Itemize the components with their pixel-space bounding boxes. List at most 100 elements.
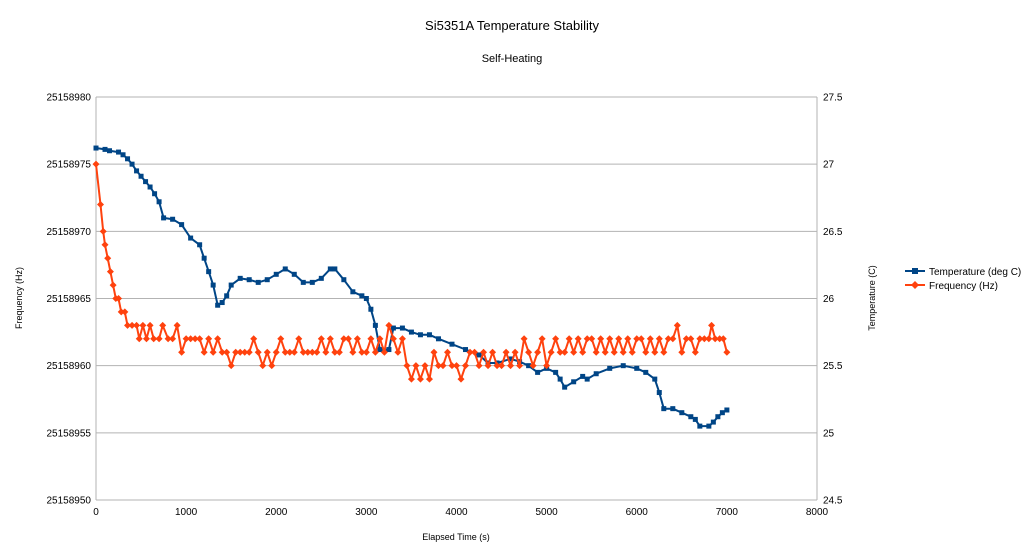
data-point-frequency <box>516 362 524 370</box>
data-point-frequency <box>178 348 186 356</box>
y-tick-label: 25158975 <box>47 160 92 171</box>
y2-tick-labels: 24.5 25 25.5 26 26.5 27 27.5 <box>823 93 843 507</box>
data-point-temperature <box>300 279 306 285</box>
y2-tick-label: 25.5 <box>823 361 843 372</box>
data-point-frequency <box>525 348 533 356</box>
data-point-frequency <box>669 335 677 343</box>
data-point-frequency <box>705 335 713 343</box>
data-point-temperature <box>526 363 532 369</box>
data-point-frequency <box>466 348 474 356</box>
data-point-frequency <box>205 335 213 343</box>
data-point-frequency <box>115 295 123 302</box>
data-point-frequency <box>121 308 129 316</box>
data-point-temperature <box>332 266 338 272</box>
legend-item-temperature[interactable]: Temperature (deg C) <box>905 267 1021 278</box>
data-point-frequency <box>475 362 483 370</box>
data-point-temperature <box>327 266 333 272</box>
data-point-frequency <box>610 348 618 356</box>
data-point-temperature <box>399 325 405 331</box>
data-point-frequency <box>443 348 451 356</box>
data-point-frequency <box>101 241 109 249</box>
data-point-temperature <box>129 161 135 167</box>
chart-subtitle: Self-Heating <box>482 53 543 65</box>
data-point-frequency <box>570 348 578 356</box>
x-tick-label: 7000 <box>716 507 739 518</box>
data-point-temperature <box>620 363 626 369</box>
data-point-frequency <box>412 362 420 370</box>
data-point-temperature <box>607 365 613 371</box>
data-point-frequency <box>615 335 623 343</box>
data-point-frequency <box>241 348 249 356</box>
y-tick-label: 25158950 <box>47 496 92 507</box>
data-point-temperature <box>255 279 261 285</box>
legend-item-frequency[interactable]: Frequency (Hz) <box>905 281 998 292</box>
data-point-frequency <box>349 348 357 356</box>
data-point-temperature <box>724 407 730 413</box>
data-point-frequency <box>106 268 114 276</box>
data-point-frequency <box>538 335 546 343</box>
data-point-temperature <box>435 336 441 342</box>
data-point-temperature <box>246 277 252 283</box>
x-tick-label: 1000 <box>175 507 198 518</box>
data-point-temperature <box>219 300 225 306</box>
data-point-temperature <box>291 271 297 277</box>
data-point-frequency <box>664 335 672 343</box>
y2-tick-label: 27.5 <box>823 93 843 104</box>
data-point-temperature <box>697 423 703 429</box>
data-point-temperature <box>652 376 658 382</box>
data-point-frequency <box>462 362 470 370</box>
data-point-temperature <box>377 347 383 353</box>
data-point-frequency <box>335 348 343 356</box>
data-point-temperature <box>210 282 216 288</box>
data-point-temperature <box>359 293 365 299</box>
data-point-frequency <box>362 348 370 356</box>
data-point-temperature <box>557 376 563 382</box>
data-point-frequency <box>552 335 560 343</box>
data-point-frequency <box>425 375 433 383</box>
x-axis-title: Elapsed Time (s) <box>422 532 490 542</box>
data-point-temperature <box>143 179 149 185</box>
series-line-temperature <box>95 147 728 428</box>
data-point-temperature <box>341 277 347 283</box>
data-point-temperature <box>386 347 392 353</box>
data-point-temperature <box>679 410 685 416</box>
data-point-frequency <box>299 348 307 356</box>
data-point-frequency <box>109 281 117 289</box>
data-point-temperature <box>372 322 378 328</box>
data-point-frequency <box>471 348 479 356</box>
x-tick-label: 4000 <box>445 507 468 518</box>
data-point-frequency <box>453 362 460 370</box>
data-point-frequency <box>196 335 204 343</box>
data-point-temperature <box>102 146 108 152</box>
data-point-frequency <box>200 348 208 356</box>
data-point-temperature <box>593 371 599 377</box>
data-point-frequency <box>556 348 564 356</box>
data-point-temperature <box>463 347 469 353</box>
data-point-frequency <box>642 348 650 356</box>
data-point-frequency <box>682 335 690 343</box>
data-point-frequency <box>507 362 515 370</box>
data-point-frequency <box>326 335 334 343</box>
data-point-frequency <box>480 348 488 356</box>
data-point-temperature <box>282 266 288 272</box>
data-point-temperature <box>201 255 207 261</box>
data-point-temperature <box>170 216 176 222</box>
data-point-frequency <box>128 321 136 329</box>
y2-tick-label: 26 <box>823 294 835 305</box>
legend-swatch-temperature-marker <box>912 268 918 274</box>
data-point-temperature <box>706 423 712 429</box>
data-point-frequency <box>673 321 681 329</box>
data-point-frequency <box>146 321 154 329</box>
data-point-frequency <box>133 321 141 329</box>
data-point-temperature <box>692 416 698 422</box>
data-point-temperature <box>161 215 167 221</box>
data-point-temperature <box>363 296 369 301</box>
series-temperature <box>93 145 730 429</box>
data-point-frequency <box>376 335 384 343</box>
data-point-frequency <box>637 335 645 343</box>
y-tick-label: 25158970 <box>47 227 92 238</box>
data-point-frequency <box>142 335 150 343</box>
y2-tick-label: 27 <box>823 160 835 171</box>
data-point-frequency <box>511 348 519 356</box>
